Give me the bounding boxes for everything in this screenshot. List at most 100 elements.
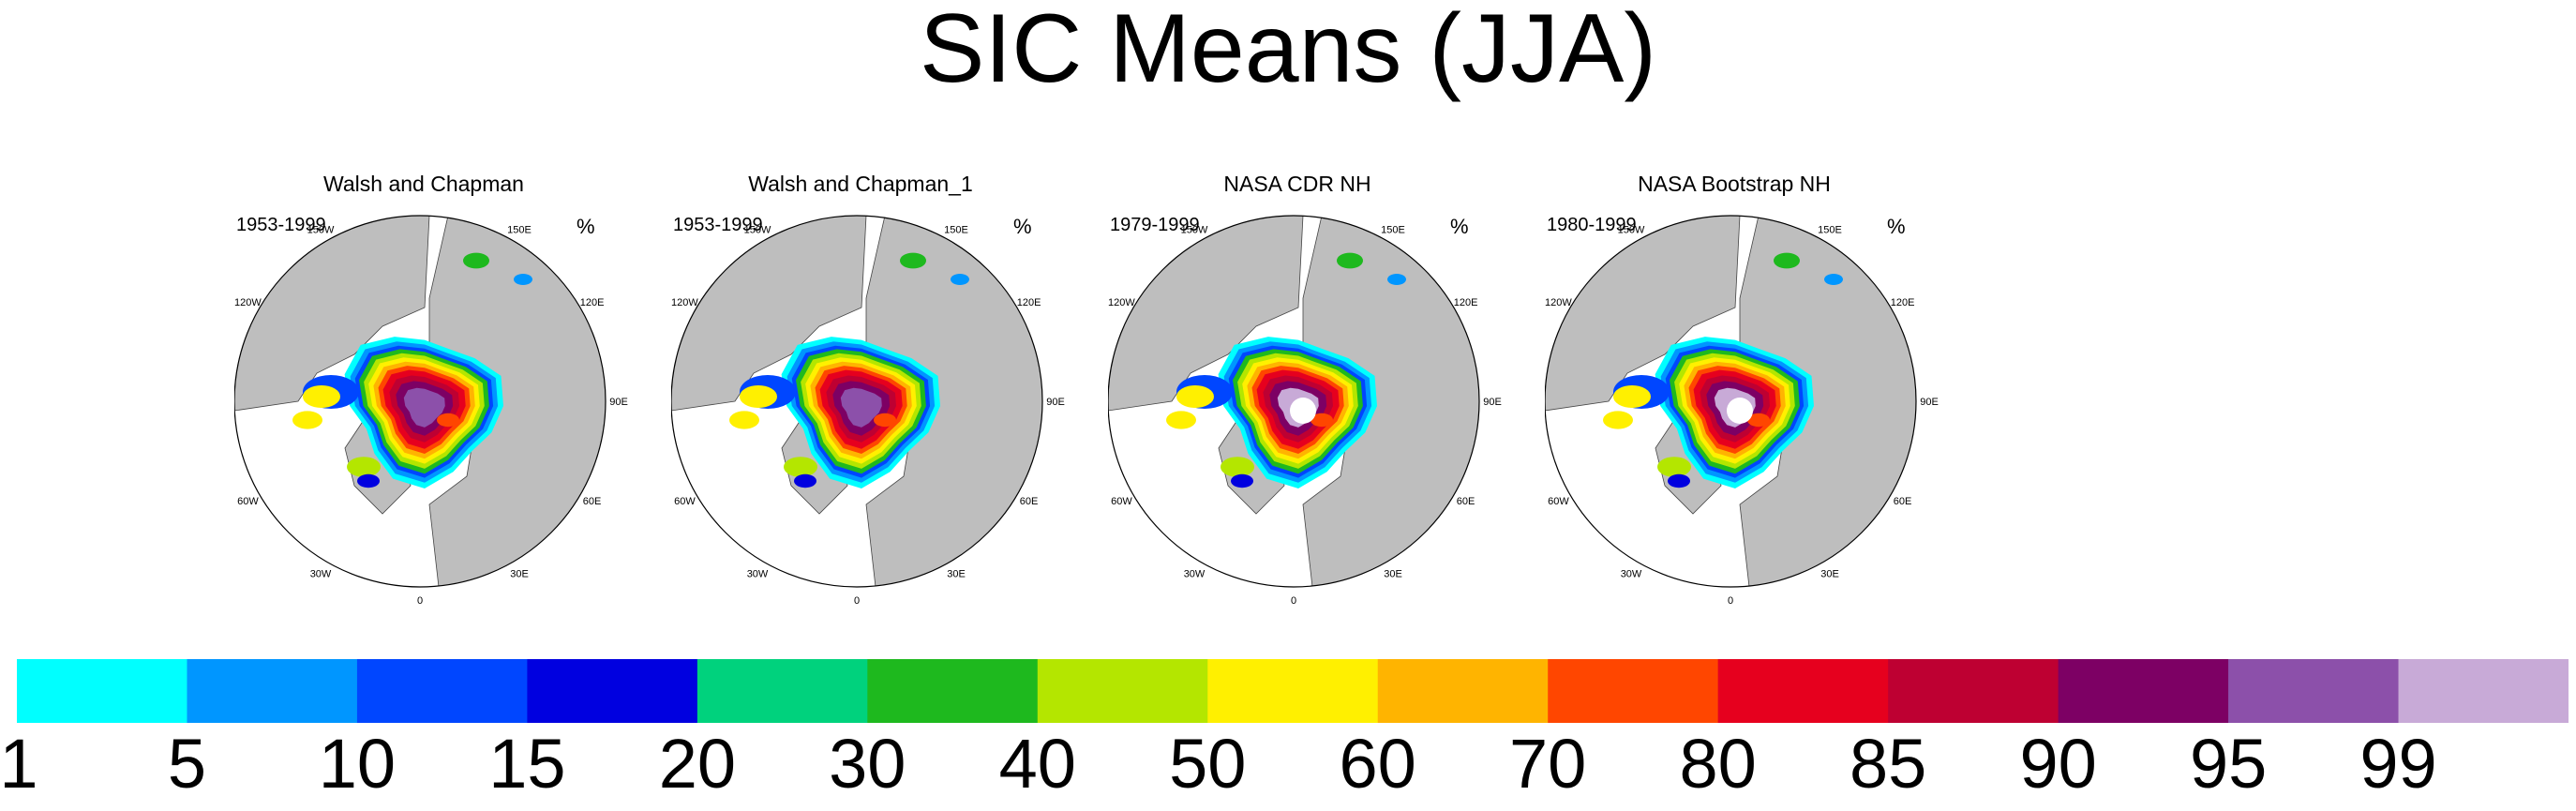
panel-title: NASA Bootstrap NH [1638,172,1831,196]
map-panel: Walsh and Chapman1953-1999%180150E120E90… [234,171,677,621]
coastal-ice-patch [1337,252,1363,269]
colorbar-segment [527,659,698,723]
longitude-label: 90E [1920,397,1939,408]
colorbar-tick-label: 1 [0,725,38,803]
panel-title: Walsh and Chapman [323,172,524,196]
longitude-label: 120E [1454,297,1478,308]
colorbar-tick-label: 85 [1849,725,1927,803]
coastal-ice-patch [794,473,816,488]
eurasia-land [428,216,606,587]
coastal-ice-patch [1310,413,1333,428]
colorbar-segment [17,659,187,723]
longitude-label: 150E [1381,224,1405,235]
panel-unit: % [577,215,595,238]
coastal-ice-patch [784,457,817,477]
longitude-label: 120E [1891,297,1915,308]
coastal-ice-patch [463,252,489,269]
colorbar-segment [2058,659,2229,723]
longitude-label: 30W [1184,569,1206,580]
coastal-ice-patch [347,457,381,477]
panel-unit: % [1887,215,1906,238]
colorbar-tick-label: 30 [829,725,906,803]
colorbar-labels: 1 5 10 15 20 30 40 50 60 70 80 85 90 95 99 [0,727,2576,811]
coastal-ice-patch [1603,411,1633,429]
colorbar-tick-label: 70 [1509,725,1587,803]
colorbar-tick-label: 20 [658,725,737,803]
colorbar-segment [187,659,358,723]
longitude-label: 120W [1108,297,1135,308]
longitude-label: 30E [1820,569,1839,580]
eurasia-land [865,216,1042,587]
panel-period: 1979-1999 [1110,215,1200,235]
longitude-label: 150E [944,224,968,235]
pole-hole [1727,398,1753,424]
colorbar-tick-label: 99 [2359,725,2437,803]
coastal-ice-patch [951,274,969,285]
coastal-ice-patch [1613,385,1651,408]
colorbar-segment [356,659,528,723]
longitude-label: 30W [747,569,769,580]
polar-map: 180150E120E90E60E30E030W60W90W120W150W [1108,215,1502,607]
map-panel: Walsh and Chapman_11953-1999%180150E120E… [671,171,1114,621]
longitude-label: 120E [580,297,605,308]
map-content [671,216,1042,587]
longitude-label: 150W [744,224,771,235]
map-panel: NASA Bootstrap NH1980-1999%180150E120E90… [1545,171,1987,621]
longitude-label: 30E [510,569,529,580]
pole-hole [1290,398,1316,424]
longitude-label: 150W [1618,224,1645,235]
longitude-label: 90E [1483,397,1502,408]
coastal-ice-patch [1824,274,1843,285]
polar-map: 180150E120E90E60E30E030W60W90W120W150W [1545,215,1939,607]
coastal-ice-patch [874,413,896,428]
longitude-label: 150E [1818,224,1842,235]
coastal-ice-patch [1668,473,1690,488]
coastal-ice-patch [437,413,459,428]
page-title: SIC Means (JJA) [920,0,1656,103]
panel-period: 1953-1999 [236,215,326,235]
coastal-ice-patch [729,411,759,429]
longitude-label: 60W [237,496,259,507]
coastal-ice-patch [514,274,532,285]
panel-title: Walsh and Chapman_1 [748,172,973,196]
colorbar-segment [1888,659,2059,723]
longitude-label: 90E [609,397,628,408]
sea-ice-contour [403,387,445,428]
longitude-label: 120W [671,297,698,308]
colorbar-segment [1037,659,1208,723]
longitude-label: 60E [1020,496,1039,507]
map-panel: NASA CDR NH1979-1999%180150E120E90E60E30… [1108,171,1550,621]
longitude-label: 60E [1457,496,1475,507]
colorbar-tick-label: 90 [2019,725,2097,803]
map-content [234,216,606,587]
map-border [1545,215,1917,588]
colorbar-segment [1548,659,1719,723]
map-border [234,215,607,588]
map-content [1108,216,1479,587]
coastal-ice-patch [1387,274,1406,285]
colorbar-tick-label: 95 [2189,725,2268,803]
coastal-ice-patch [1221,457,1254,477]
map-border [671,215,1043,588]
colorbar-tick-label: 15 [488,725,566,803]
longitude-label: 60W [1548,496,1569,507]
colorbar-tick-label: 80 [1679,725,1757,803]
coastal-ice-patch [1176,385,1214,408]
longitude-label: 150W [1181,224,1208,235]
longitude-label: 60W [674,496,696,507]
map-border [1108,215,1480,588]
map-content [1545,216,1916,587]
panel-unit: % [1450,215,1469,238]
eurasia-land [1739,216,1916,587]
colorbar-segment [696,659,868,723]
longitude-label: 30W [1621,569,1642,580]
panel-period: 1980-1999 [1547,215,1637,235]
colorbar-segment [1207,659,1379,723]
longitude-label: 30E [1384,569,1402,580]
sea-ice-contour [840,387,882,428]
longitude-label: 150E [507,224,532,235]
longitude-label: 0 [417,595,423,607]
colorbar-tick-label: 50 [1169,725,1247,803]
colorbar-tick-label: 5 [167,725,207,803]
longitude-label: 60W [1111,496,1132,507]
